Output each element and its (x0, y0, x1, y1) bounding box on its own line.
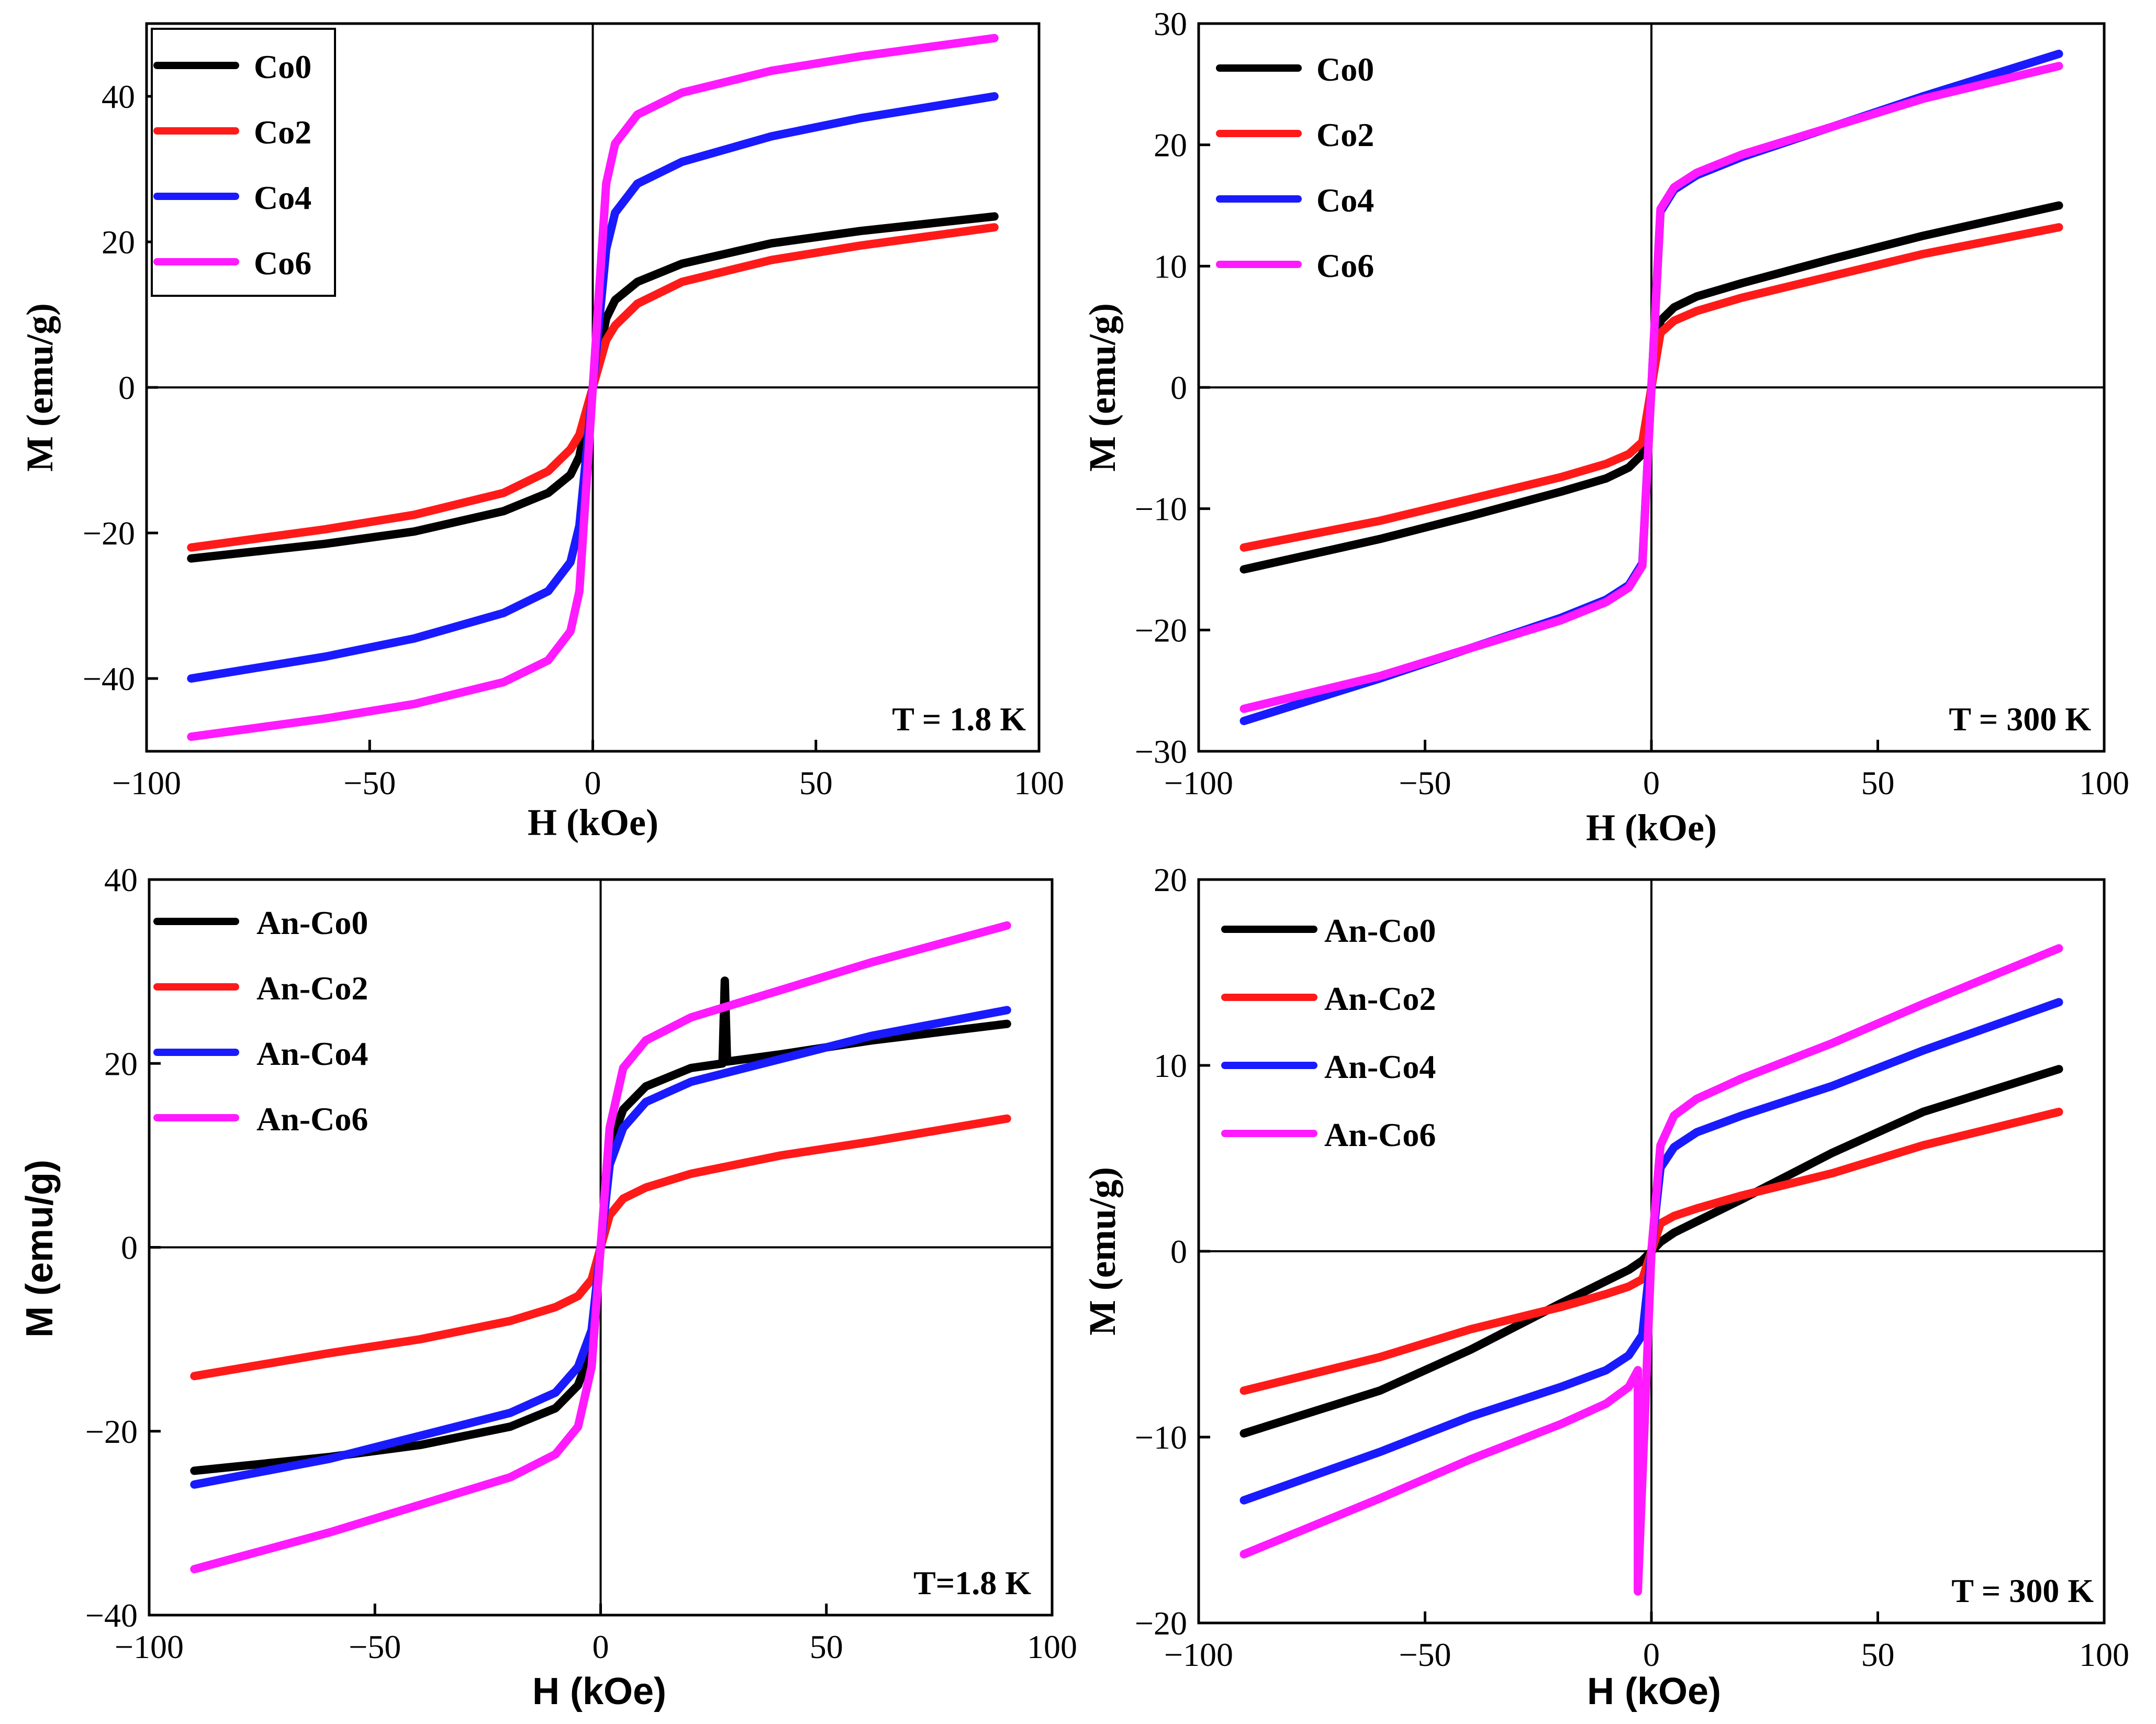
x-tick-label: 50 (799, 764, 833, 802)
legend-label-an-co6: An-Co6 (1324, 1116, 1436, 1153)
x-axis-title: H (kOe) (528, 802, 658, 843)
x-axis-title: H (kOe) (1587, 1671, 1721, 1712)
x-tick-label: 0 (585, 764, 601, 802)
x-tick-label: 50 (1861, 1636, 1895, 1673)
y-tick-label: 20 (1154, 127, 1187, 164)
y-tick-label: −40 (85, 1597, 138, 1634)
x-tick-label: −50 (1399, 764, 1451, 802)
y-tick-label: −40 (83, 660, 135, 697)
legend-label-co6: Co6 (254, 244, 311, 282)
x-tick-label: 100 (2079, 764, 2129, 802)
y-tick-label: 40 (102, 78, 135, 115)
x-tick-label: −50 (343, 764, 396, 802)
legend-label-an-co2: An-Co2 (1324, 980, 1436, 1017)
y-tick-label: 20 (102, 224, 135, 261)
legend-box (151, 28, 336, 297)
temperature-label: T = 1.8 K (892, 700, 1026, 738)
y-tick-label: 0 (118, 369, 135, 406)
x-tick-label: 0 (1643, 764, 1660, 802)
series-line-co6 (1239, 62, 2063, 713)
y-tick-label: −30 (1135, 733, 1187, 770)
x-tick-label: −100 (1164, 1636, 1233, 1673)
x-axis-title: H (kOe) (1586, 807, 1717, 849)
x-tick-label: 50 (810, 1628, 843, 1665)
series-line-an-co6 (1239, 944, 2063, 1596)
y-tick-label: 20 (104, 1045, 138, 1082)
legend-label-co2: Co2 (1316, 116, 1374, 153)
y-tick-label: 10 (1154, 1047, 1187, 1084)
x-tick-label: −100 (112, 764, 181, 802)
y-tick-label: −10 (1135, 491, 1187, 528)
legend-label-co4: Co4 (1316, 182, 1374, 219)
legend-label-an-co0: An-Co0 (1324, 912, 1436, 949)
series-line-an-co0 (190, 976, 1011, 1475)
temperature-label: T=1.8 K (913, 1564, 1031, 1601)
x-tick-label: 0 (593, 1628, 609, 1665)
y-tick-label: 10 (1154, 248, 1187, 285)
y-tick-label: 20 (1154, 861, 1187, 898)
y-tick-label: −20 (1135, 611, 1187, 649)
y-tick-label: 0 (1170, 1233, 1187, 1270)
y-axis-title: M (emu/g) (19, 1160, 61, 1338)
x-tick-label: 100 (2079, 1636, 2129, 1673)
series-line-an-co6 (190, 921, 1011, 1574)
legend-label-an-co0: An-Co0 (256, 904, 368, 941)
x-tick-label: −100 (1164, 764, 1233, 802)
legend-label-an-co6: An-Co6 (256, 1100, 368, 1138)
x-tick-label: 0 (1643, 1636, 1660, 1673)
x-tick-label: −50 (1399, 1636, 1451, 1673)
legend-label-an-co4: An-Co4 (256, 1035, 368, 1072)
y-tick-label: 30 (1154, 5, 1187, 42)
legend-label-an-co4: An-Co4 (1324, 1048, 1436, 1085)
y-tick-label: 0 (1170, 369, 1187, 406)
y-axis-title: M (emu/g) (1081, 1167, 1123, 1336)
legend-label-co6: Co6 (1316, 247, 1374, 284)
temperature-label: T = 300 K (1951, 1572, 2094, 1609)
x-tick-label: 100 (1014, 764, 1064, 802)
y-tick-label: −20 (85, 1413, 138, 1450)
legend-label-an-co2: An-Co2 (256, 970, 368, 1007)
chart-panel-top-left: −100 −50 0 50 100 −40 −20 0 20 40 H (kOe) M (emu/g)… (19, 22, 1064, 843)
y-tick-label: −10 (1135, 1419, 1187, 1456)
legend-label-co4: Co4 (254, 179, 311, 216)
legend-label-co0: Co0 (1316, 51, 1374, 88)
y-axis-title: M (emu/g) (19, 303, 61, 472)
y-tick-label: 40 (104, 861, 138, 898)
x-tick-label: −100 (115, 1628, 184, 1665)
legend-label-co0: Co0 (254, 48, 311, 85)
y-tick-label: −20 (83, 515, 135, 552)
x-tick-label: 100 (1027, 1628, 1077, 1665)
x-tick-label: 50 (1861, 764, 1895, 802)
legend-label-co2: Co2 (254, 114, 311, 151)
x-tick-label: −50 (349, 1628, 401, 1665)
temperature-label: T = 300 K (1949, 700, 2091, 738)
series-line-co6 (187, 34, 999, 741)
x-axis-title: H (kOe) (532, 1671, 666, 1712)
chart-panel-bottom-left: −100 −50 0 50 100 −40 −20 0 20 40 H (kOe) M (emu/g)… (19, 861, 1077, 1712)
y-tick-label: −20 (1135, 1605, 1187, 1642)
y-tick-label: 0 (121, 1229, 138, 1266)
y-axis-title: M (emu/g) (1081, 303, 1123, 472)
